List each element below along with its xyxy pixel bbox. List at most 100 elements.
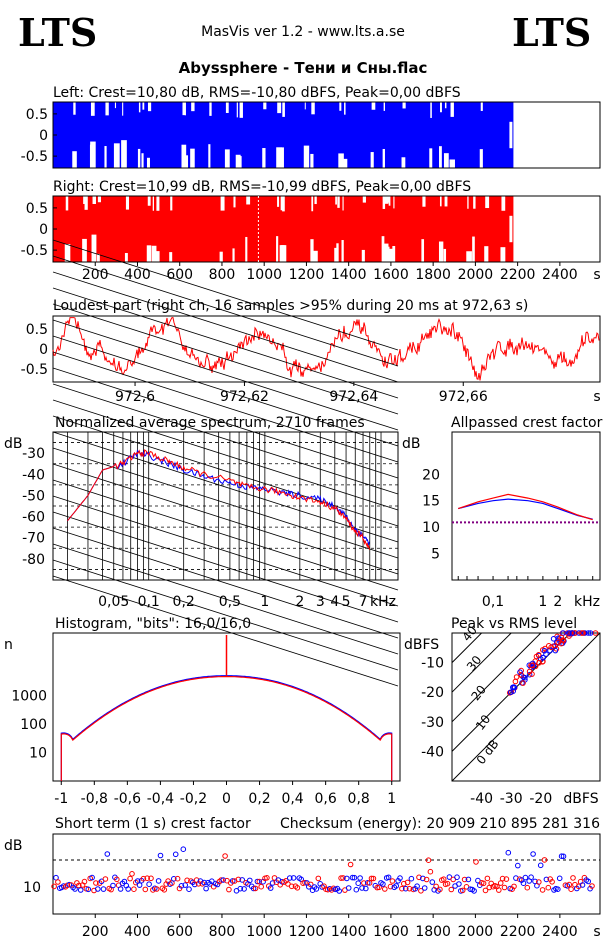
waveform-gap — [114, 102, 117, 109]
waveform-gap — [141, 153, 144, 168]
spectrum-slope-line — [52, 495, 399, 607]
waveform-tail — [513, 196, 600, 262]
diagonal-label: 0 dB — [474, 737, 502, 767]
waveform-gap — [277, 102, 282, 114]
y-tick-label: 0.5 — [26, 322, 48, 338]
x-tick-label: 0,4 — [281, 791, 303, 807]
loudest-frame — [52, 315, 601, 383]
scatter-point — [520, 680, 526, 686]
scatter-point — [582, 630, 588, 636]
waveform-gap — [384, 196, 389, 204]
x-tick-label: 1000 — [246, 924, 282, 940]
y-tick-label: 1000 — [11, 689, 47, 705]
waveform-fill — [53, 196, 600, 262]
scatter-point — [540, 654, 546, 661]
crest-point — [77, 887, 84, 893]
crest-point — [353, 886, 360, 893]
crest-point — [366, 880, 373, 886]
x-tick-label: 0,1 — [138, 594, 160, 610]
waveform-gap — [121, 140, 127, 168]
waveform-gap — [310, 153, 314, 168]
waveform-gap — [282, 196, 285, 212]
waveform-gap — [276, 147, 282, 168]
crest-point — [549, 879, 555, 885]
scatter-point — [542, 645, 548, 652]
spectrum-series-line — [67, 449, 370, 546]
x-tick-label: 972,64 — [329, 389, 378, 405]
crest-point — [465, 876, 472, 883]
crest-point — [76, 882, 82, 889]
crest-point — [89, 874, 95, 881]
x-tick-label: 1600 — [373, 267, 409, 283]
y-axis-label: dB — [4, 838, 23, 854]
waveform-gap — [472, 236, 475, 262]
waveform-gap — [509, 121, 513, 149]
crest-point — [184, 877, 190, 884]
spectrum-frame — [52, 431, 399, 581]
crest-series-line — [458, 498, 593, 520]
scatter-point — [512, 678, 519, 685]
x-tick-label: 1 — [538, 594, 547, 610]
x-tick-label: 2200 — [500, 267, 536, 283]
crest-point — [264, 875, 270, 881]
crest-point — [157, 852, 164, 859]
crest-point — [558, 853, 565, 860]
y-tick-label: -0.5 — [21, 243, 48, 259]
scatter-point — [526, 668, 533, 675]
y-tick-label: 10 — [29, 746, 47, 762]
x-tick-label: 1 — [260, 594, 269, 610]
crest-point — [537, 862, 544, 869]
waveform-gap — [467, 196, 469, 209]
crest-point — [285, 881, 291, 887]
x-tick-label: 0 — [222, 791, 231, 807]
histogram-series-line — [60, 675, 393, 781]
spectrum-slope-line — [52, 399, 399, 511]
chart-title: Allpassed crest factor — [451, 415, 603, 431]
crest-point — [421, 885, 428, 891]
crest-point — [416, 874, 422, 881]
crest-point — [144, 875, 150, 882]
y-tick-label: 15 — [422, 494, 440, 510]
crest-point — [387, 883, 394, 890]
crest-point — [555, 886, 561, 893]
crest-point — [229, 878, 236, 884]
crest-point — [81, 878, 88, 885]
file-title: Abyssphere - Тени и Сны.flac — [178, 59, 428, 77]
waveform-gap — [304, 102, 306, 110]
crest-point — [560, 853, 567, 860]
waveform-gap — [113, 143, 120, 168]
waveform-gap — [137, 148, 141, 168]
x-tick-label: 2 — [553, 594, 562, 610]
crest-point — [239, 877, 245, 883]
crest-point — [237, 885, 244, 892]
x-unit: kHz — [370, 594, 396, 610]
y-tick-label: -30 — [22, 446, 45, 462]
crest-point — [117, 886, 124, 892]
waveform-gap — [225, 102, 229, 113]
checksum-label: Checksum (energy): — [280, 816, 422, 832]
waveform-gap — [245, 236, 248, 262]
waveform-fill — [53, 102, 600, 168]
crest-point — [254, 878, 261, 885]
crest-point — [513, 875, 519, 881]
waveform-gap — [443, 153, 449, 168]
waveform-gap — [342, 196, 344, 211]
waveform-gap — [362, 196, 366, 203]
y-axis-label: dBFS — [404, 637, 439, 653]
chart-title: Histogram, "bits": 16,0/16,0 — [55, 616, 251, 632]
crest-diagonal-line — [451, 632, 542, 723]
waveform-gap — [383, 102, 386, 111]
crest-point — [461, 876, 468, 883]
waveform-gap — [421, 239, 425, 262]
waveform-gap — [509, 215, 513, 243]
crest-point — [545, 884, 552, 891]
x-tick-label: 0,2 — [248, 791, 270, 807]
crest-point — [340, 875, 346, 881]
crest-point — [454, 874, 460, 881]
waveform-gap — [310, 239, 314, 262]
waveform-gap — [387, 248, 394, 262]
crest-point — [178, 883, 185, 889]
crest-point — [218, 877, 225, 883]
x-unit: s — [593, 267, 600, 283]
waveform-gap — [104, 146, 107, 168]
